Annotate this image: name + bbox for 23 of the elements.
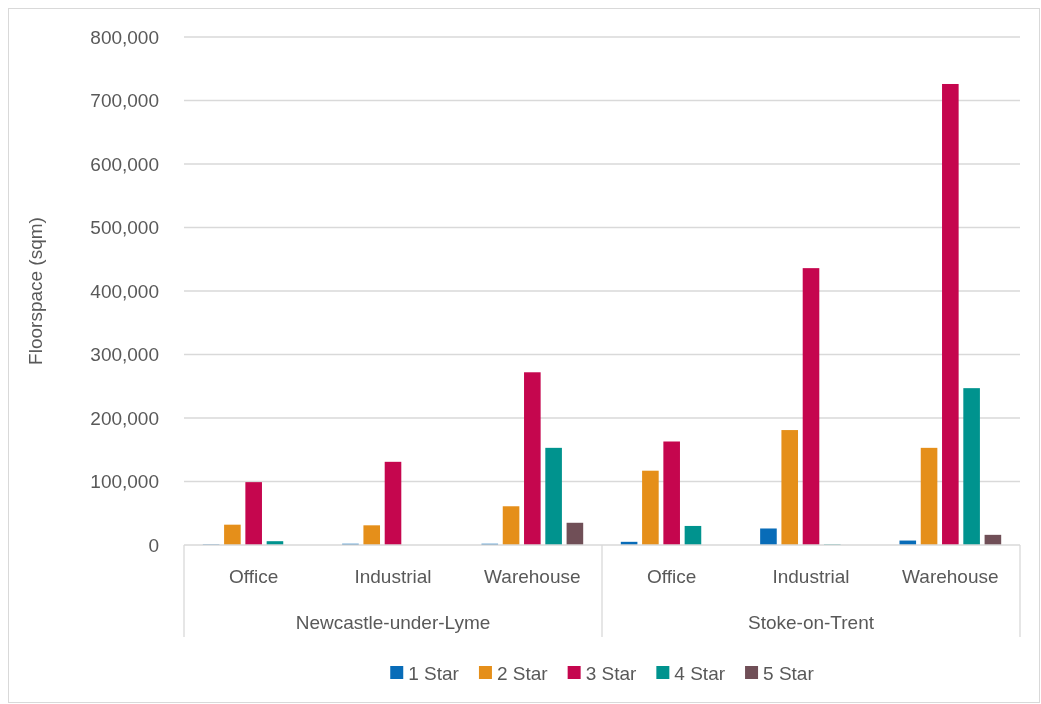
legend-label: 5 Star <box>763 663 815 684</box>
y-tick-label: 400,000 <box>90 280 159 302</box>
legend-label: 1 Star <box>408 663 460 684</box>
x-tick-label: Warehouse <box>484 566 581 587</box>
x-tick-label: Industrial <box>772 566 850 587</box>
x-tick-label: Industrial <box>354 566 432 587</box>
y-tick-label: 100,000 <box>90 471 159 493</box>
x-tick-label: Office <box>647 566 697 587</box>
x-tick-label: Office <box>229 566 279 587</box>
y-tick-label: 0 <box>148 534 159 556</box>
y-tick-label: 500,000 <box>90 217 159 239</box>
text: Newcastle-under-Lyme <box>295 612 491 633</box>
legend-label: 2 Star <box>496 663 549 684</box>
y-tick-label: 700,000 <box>90 90 159 112</box>
x-tick-label: Warehouse <box>902 566 999 587</box>
y-tick-label: 300,000 <box>90 344 159 366</box>
legend-label: 4 Star <box>674 663 726 684</box>
y-tick-label: 600,000 <box>90 153 159 175</box>
legend-label: 3 Star <box>585 663 638 684</box>
y-tick-label: 200,000 <box>90 407 159 429</box>
text: Stoke-on-Trent <box>747 612 875 633</box>
y-tick-label: 800,000 <box>90 26 159 48</box>
y-axis-title: Floorspace (sqm) <box>25 217 46 365</box>
